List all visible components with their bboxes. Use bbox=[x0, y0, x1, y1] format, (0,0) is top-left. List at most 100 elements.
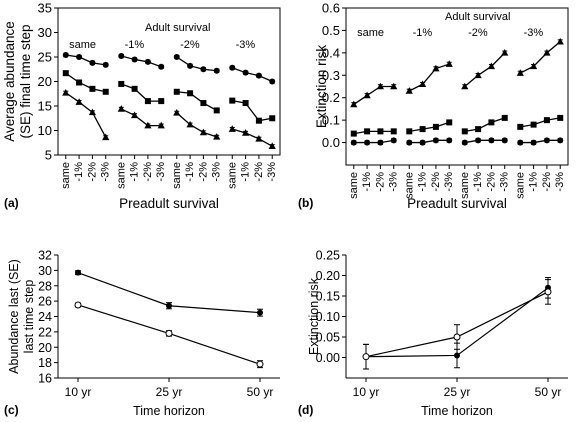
x-tick-label: -3% bbox=[554, 172, 566, 192]
series-0-point bbox=[89, 59, 96, 66]
y-tick-label: 0.25 bbox=[316, 249, 340, 263]
series-0-point bbox=[242, 69, 249, 76]
y-tick-label: 18 bbox=[38, 356, 52, 370]
y-axis-label: Extinction risk bbox=[314, 45, 329, 129]
series-2-point bbox=[130, 111, 139, 119]
annotation: Adult survival bbox=[445, 11, 510, 23]
x-tick-label: -3% bbox=[211, 162, 223, 182]
series-2-point bbox=[406, 139, 413, 146]
y-tick-label: 0.15 bbox=[316, 290, 340, 304]
series-1-point bbox=[364, 128, 371, 135]
x-tick-label: same bbox=[60, 162, 72, 189]
series-2-point bbox=[350, 139, 357, 146]
x-tick-label: -1% bbox=[73, 162, 85, 182]
series-1-group-0-line bbox=[353, 130, 394, 135]
x-tick-label: -1% bbox=[361, 172, 373, 192]
y-tick-label: 26 bbox=[38, 295, 52, 309]
series-0-point bbox=[516, 69, 524, 76]
series-0-point bbox=[229, 64, 236, 71]
series-2-point bbox=[213, 133, 221, 140]
x-tick-label: 10 yr bbox=[65, 385, 92, 399]
series-0-point bbox=[269, 78, 276, 85]
series-0-point bbox=[556, 37, 564, 45]
series-0-point bbox=[529, 62, 538, 70]
x-axis-label: Time horizon bbox=[133, 404, 205, 418]
series-1-point bbox=[475, 126, 482, 133]
series-1-point bbox=[406, 128, 413, 135]
series-0-group-3-line bbox=[232, 67, 273, 83]
series-2-group-0-line bbox=[65, 92, 107, 138]
y-tick-label: 0.1 bbox=[322, 113, 340, 128]
x-tick-label: -2% bbox=[485, 172, 497, 192]
series-1-point bbox=[74, 301, 82, 309]
series-2-point bbox=[117, 105, 125, 112]
x-tick-label: same bbox=[171, 162, 183, 189]
series-1-group-3-line bbox=[520, 117, 561, 128]
x-axis-label: Preadult survival bbox=[119, 196, 219, 211]
series-2-point bbox=[446, 137, 453, 144]
series-0-point bbox=[350, 100, 358, 108]
x-tick-label: 25 yr bbox=[156, 385, 183, 399]
group-label: -2% bbox=[468, 27, 488, 39]
group-label: -3% bbox=[236, 39, 256, 51]
series-1-point bbox=[255, 117, 262, 124]
panel-label: (d) bbox=[298, 403, 313, 417]
series-1-point bbox=[362, 353, 370, 361]
y-tick-label: 20 bbox=[38, 74, 52, 89]
series-1-point bbox=[89, 85, 96, 92]
x-tick-label: same bbox=[403, 172, 415, 199]
series-1-point bbox=[165, 329, 173, 337]
y-axis-label: (SE) final time step bbox=[18, 24, 33, 138]
series-0-group-0-line bbox=[353, 85, 394, 105]
y-tick-label: 0.20 bbox=[316, 269, 340, 283]
series-1-point bbox=[453, 333, 461, 341]
series-0-point bbox=[474, 71, 482, 79]
series-2-point bbox=[186, 120, 194, 128]
y-tick-label: 0.10 bbox=[316, 310, 340, 324]
series-2-point bbox=[144, 121, 152, 129]
series-0-point bbox=[102, 61, 109, 68]
x-tick-label: -2% bbox=[374, 172, 386, 192]
series-0-point bbox=[405, 87, 413, 94]
x-tick-label: same bbox=[226, 162, 238, 189]
y-axis-label: Abundance last (SE) bbox=[7, 259, 21, 374]
x-tick-label: -1% bbox=[472, 172, 484, 192]
series-0-group-2-line bbox=[176, 56, 217, 72]
y-tick-label: 30 bbox=[38, 264, 52, 278]
series-2-point bbox=[488, 137, 495, 144]
series-0-group-1-line bbox=[408, 63, 450, 92]
series-1-point bbox=[544, 288, 552, 296]
y-tick-label: 24 bbox=[38, 310, 52, 324]
series-2-group-0-line bbox=[353, 139, 394, 144]
series-2-point bbox=[364, 139, 371, 146]
series-2-point bbox=[268, 142, 276, 149]
series-0-point bbox=[173, 54, 180, 60]
series-2-point bbox=[517, 139, 524, 146]
series-0-point bbox=[501, 49, 509, 56]
series-0-point bbox=[257, 309, 263, 316]
series-2-point bbox=[62, 88, 70, 96]
x-tick-label: 50 yr bbox=[247, 385, 274, 399]
series-0-point bbox=[187, 62, 194, 69]
series-1-point bbox=[543, 117, 550, 124]
series-0-point bbox=[363, 91, 371, 99]
series-2-point bbox=[157, 121, 165, 129]
series-2-group-1-line bbox=[409, 139, 450, 144]
x-tick-label: -2% bbox=[430, 172, 442, 192]
series-1-point bbox=[390, 128, 397, 135]
series-0-point bbox=[445, 60, 453, 67]
series-0-point bbox=[158, 63, 165, 70]
series-2-point bbox=[377, 139, 384, 146]
series-0-point bbox=[418, 80, 427, 88]
y-tick-label: 22 bbox=[38, 325, 52, 339]
series-0-point bbox=[432, 64, 440, 72]
series-1-point bbox=[187, 90, 194, 97]
series-0-point bbox=[255, 72, 262, 79]
plot-frame bbox=[345, 7, 569, 166]
series-0-point bbox=[200, 66, 207, 73]
series-2-point bbox=[228, 125, 236, 132]
series-1-point bbox=[501, 114, 508, 121]
